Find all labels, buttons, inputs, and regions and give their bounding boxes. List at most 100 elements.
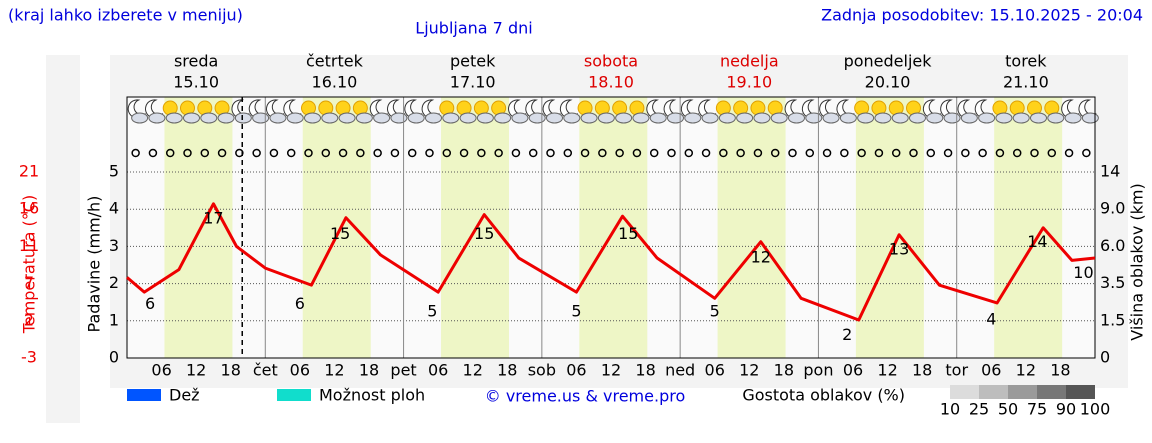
cloud-icon: [425, 112, 442, 124]
wind-icon: [632, 148, 642, 158]
wind-icon: [978, 148, 987, 158]
cloud-icon: [770, 112, 788, 124]
x-tick-label: 06: [981, 361, 1001, 380]
cloud-icon: [528, 112, 546, 124]
cloud-icon: [857, 112, 875, 124]
wind-icon: [805, 148, 815, 158]
side-panel: [46, 55, 80, 423]
day-name: petek: [450, 52, 496, 71]
chart-title: Ljubljana 7 dni: [415, 19, 532, 38]
cloud-swatch: [950, 385, 979, 399]
day-date: 19.10: [726, 73, 772, 92]
cloud-icon: [148, 112, 166, 124]
temp-tick-label: 21: [19, 162, 39, 181]
x-tick-label: čet: [253, 361, 278, 380]
x-tick-label: 06: [843, 361, 863, 380]
wind-icon: [338, 148, 348, 158]
cloud-icon: [494, 112, 512, 124]
y2-tick-label: 3.5: [1100, 273, 1125, 292]
cloud-icon: [1047, 112, 1065, 124]
wind-icon: [546, 148, 555, 158]
cloud-level: 75: [1027, 400, 1047, 419]
cloud-icon: [753, 112, 771, 124]
wind-icon: [252, 148, 261, 158]
cloud-icon: [321, 112, 339, 124]
cloud-icon: [355, 112, 373, 124]
wind-icon: [684, 148, 694, 158]
y-tick-label: 0: [109, 348, 119, 367]
wind-icon: [356, 148, 365, 158]
wind-icon: [373, 148, 382, 158]
x-tick-label: 12: [601, 361, 621, 380]
temp-label: 14: [1027, 232, 1047, 251]
cloud-icon: [597, 112, 615, 124]
cloud-icon: [891, 112, 909, 124]
x-tick-label: pon: [803, 361, 833, 380]
wind-icon: [1064, 148, 1074, 158]
wind-icon: [822, 148, 832, 158]
y2-tick-label: 6.0: [1100, 236, 1125, 255]
cloud-icon: [200, 112, 218, 124]
wind-icon: [200, 148, 210, 158]
cloud-icon: [736, 112, 754, 124]
wind-icon: [217, 148, 227, 158]
cloud-level: 10: [940, 400, 960, 419]
cloud-icon: [511, 112, 529, 124]
cloud-icon: [183, 112, 200, 124]
y2-tick-label: 14: [1100, 162, 1120, 181]
updated: Zadnja posodobitev: 15.10.2025 - 20:04: [821, 6, 1143, 25]
temp-label: 4: [986, 309, 996, 328]
cloud-icon: [839, 112, 857, 124]
temp-tick-label: 7: [24, 273, 34, 292]
wind-icon: [753, 148, 763, 158]
temp-tick-label: 2: [24, 310, 34, 329]
cloud-swatch: [979, 385, 1008, 399]
cloud-level: 50: [998, 400, 1018, 419]
x-tick-label: 12: [739, 361, 759, 380]
cloud-swatch: [1037, 385, 1066, 399]
x-tick-label: 06: [705, 361, 725, 380]
cloud-icon: [269, 112, 287, 124]
cloud-icon: [442, 112, 460, 124]
y-axis-title: Padavine (mm/h): [85, 196, 104, 333]
x-tick-label: 12: [1016, 361, 1036, 380]
temp-label: 15: [474, 224, 494, 243]
wind-icon: [995, 148, 1005, 158]
cloud-icon: [252, 112, 270, 124]
wind-icon: [407, 148, 417, 158]
wind-icon: [1012, 148, 1022, 158]
y2-tick-label: 1.5: [1100, 310, 1125, 329]
wind-icon: [649, 148, 659, 158]
wind-icon: [459, 148, 469, 158]
x-tick-label: 06: [428, 361, 448, 380]
temp-label: 5: [427, 302, 437, 321]
wind-icon: [719, 148, 728, 158]
cloud-icon: [1030, 112, 1047, 124]
temp-tick-label: 16: [19, 199, 39, 218]
x-tick-label: 18: [1050, 361, 1070, 380]
wind-icon: [580, 148, 590, 158]
day-date: 18.10: [588, 73, 634, 92]
cloud-icon: [701, 112, 719, 124]
wind-icon: [1047, 148, 1057, 158]
x-tick-label: 18: [912, 361, 932, 380]
wind-icon: [891, 148, 901, 158]
cloud-icon: [874, 112, 892, 124]
wind-icon: [840, 148, 849, 158]
temp-label: 5: [710, 302, 720, 321]
cloud-icon: [960, 112, 978, 124]
x-tick-label: 12: [324, 361, 344, 380]
day-name: sobota: [584, 52, 638, 71]
wind-icon: [494, 148, 503, 158]
menu-note: (kraj lahko izberete v meniju): [8, 6, 243, 25]
day-name: nedelja: [720, 52, 779, 71]
cloud-icon: [978, 112, 996, 124]
cloud-icon: [390, 112, 408, 124]
cloud-swatch: [1008, 385, 1037, 399]
wind-icon: [961, 148, 970, 158]
legend-label: Možnost ploh: [319, 386, 425, 405]
cloud-icon: [822, 112, 840, 124]
cloud-icon: [632, 112, 650, 124]
cloud-icon: [373, 112, 391, 124]
x-tick-label: 18: [635, 361, 655, 380]
